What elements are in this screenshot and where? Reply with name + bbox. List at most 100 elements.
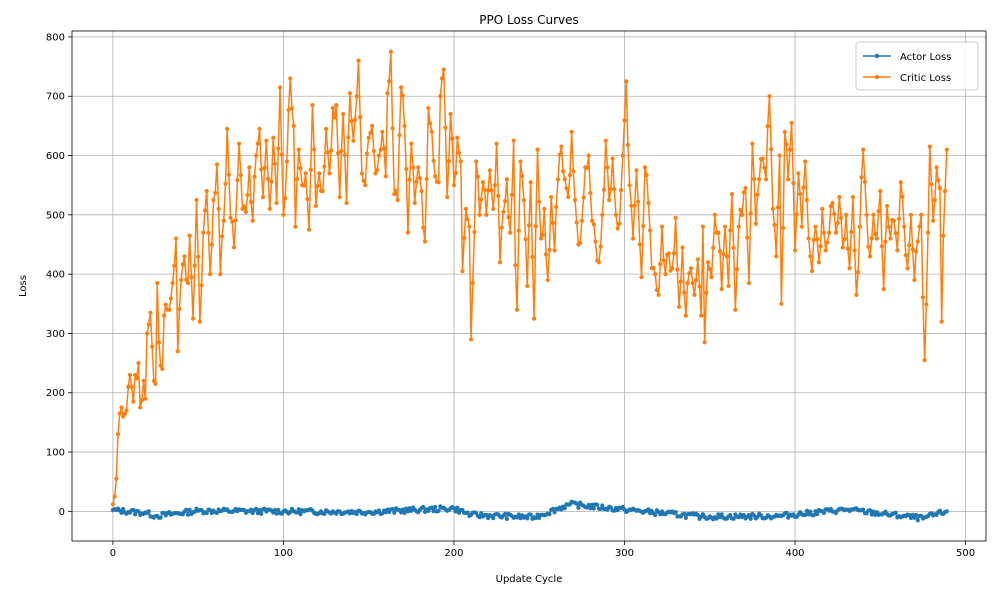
- critic-loss-point: [390, 126, 395, 131]
- actor-loss-point: [913, 512, 919, 518]
- critic-loss-point: [260, 194, 266, 200]
- critic-loss-point: [161, 313, 167, 318]
- actor-loss-point: [376, 508, 382, 513]
- critic-loss-point: [589, 218, 595, 223]
- critic-loss-point: [770, 206, 775, 212]
- critic-loss-point: [197, 319, 202, 324]
- critic-loss-point: [670, 266, 675, 271]
- critic-loss-point: [277, 85, 283, 90]
- critic-loss-point: [552, 248, 557, 253]
- critic-loss-point: [467, 224, 472, 229]
- critic-loss-point: [922, 358, 927, 363]
- critic-loss-point: [787, 147, 793, 152]
- x-tick-label: 0: [110, 548, 116, 559]
- critic-loss-point: [272, 161, 278, 166]
- critic-loss-point: [620, 153, 625, 158]
- critic-loss-point: [387, 79, 392, 84]
- critic-loss-point: [803, 159, 808, 164]
- critic-loss-point: [199, 283, 204, 288]
- critic-loss-point: [288, 76, 293, 81]
- critic-loss-point: [827, 230, 832, 235]
- critic-loss-point: [148, 310, 153, 315]
- actor-loss-point: [136, 509, 141, 514]
- y-tick-label: 600: [46, 151, 65, 162]
- critic-loss-point: [603, 138, 608, 143]
- critic-loss-point: [404, 167, 409, 172]
- critic-loss-point: [412, 200, 417, 206]
- actor-loss-point: [586, 502, 591, 508]
- critic-loss-point: [555, 177, 561, 182]
- critic-loss-point: [266, 176, 271, 181]
- critic-loss-point: [458, 159, 463, 164]
- critic-loss-point: [632, 203, 637, 208]
- critic-loss-point: [296, 147, 301, 152]
- critic-loss-point: [700, 224, 706, 229]
- legend-critic-marker-icon: [874, 74, 880, 80]
- critic-loss-point: [723, 224, 728, 229]
- critic-loss-point: [840, 245, 845, 250]
- critic-loss-point: [421, 225, 426, 230]
- critic-loss-point: [566, 194, 571, 200]
- critic-loss-point: [762, 165, 767, 170]
- critic-loss-point: [378, 147, 383, 153]
- critic-loss-point: [254, 153, 259, 158]
- critic-loss-point: [172, 263, 177, 269]
- legend-item-critic: Critic Loss: [863, 73, 951, 84]
- critic-loss-point: [177, 306, 182, 312]
- critic-loss-point: [247, 165, 252, 170]
- y-tick-label: 700: [46, 92, 65, 103]
- critic-loss-point: [168, 296, 173, 301]
- critic-loss-point: [542, 206, 547, 212]
- critic-loss-point: [414, 179, 419, 184]
- critic-loss-point: [847, 266, 852, 271]
- critic-loss-point: [349, 119, 354, 124]
- actor-loss-point: [431, 509, 436, 514]
- actor-loss-point: [146, 509, 151, 514]
- actor-loss-point: [600, 503, 605, 508]
- critic-loss-point: [487, 168, 492, 173]
- critic-loss-point: [564, 186, 569, 191]
- critic-loss-point: [806, 236, 811, 241]
- critic-loss-point: [243, 209, 249, 214]
- critic-loss-point: [325, 150, 330, 155]
- critic-loss-point: [503, 199, 508, 204]
- critic-loss-point: [692, 292, 697, 297]
- critic-loss-point: [825, 240, 830, 245]
- critic-loss-point: [122, 411, 127, 416]
- critic-loss-point: [791, 180, 796, 186]
- critic-loss-point: [480, 180, 486, 185]
- critic-loss-point: [228, 215, 233, 220]
- y-tick-label: 800: [46, 32, 65, 43]
- critic-loss-point: [497, 260, 503, 265]
- critic-loss-point: [673, 215, 678, 220]
- critic-loss-point: [873, 232, 878, 237]
- critic-loss-point: [605, 165, 610, 170]
- actor-loss-point: [453, 509, 458, 514]
- critic-loss-point: [627, 183, 632, 188]
- critic-loss-point: [630, 236, 636, 241]
- critic-loss-point: [557, 152, 562, 157]
- critic-loss-point: [661, 258, 666, 263]
- critic-loss-point: [816, 260, 821, 265]
- critic-loss-point: [475, 174, 480, 179]
- critic-loss-point: [907, 243, 912, 248]
- actor-loss-point: [274, 511, 279, 516]
- critic-loss-point: [291, 123, 296, 128]
- actor-loss-point: [731, 516, 736, 521]
- critic-loss-point: [864, 212, 869, 217]
- critic-loss-point: [678, 279, 683, 284]
- actor-loss-point: [516, 512, 521, 517]
- critic-loss-point: [658, 262, 663, 267]
- critic-loss-point: [651, 265, 656, 270]
- critic-loss-point: [748, 211, 753, 216]
- critic-loss-point: [699, 313, 704, 318]
- critic-loss-point: [675, 267, 680, 272]
- critic-loss-point: [728, 228, 733, 233]
- critic-loss-point: [124, 408, 129, 413]
- critic-loss-point: [117, 411, 122, 416]
- critic-loss-point: [204, 189, 209, 194]
- critic-loss-point: [743, 186, 748, 191]
- actor-loss-point: [294, 510, 300, 515]
- critic-loss-point: [636, 199, 641, 204]
- critic-loss-point: [634, 168, 639, 173]
